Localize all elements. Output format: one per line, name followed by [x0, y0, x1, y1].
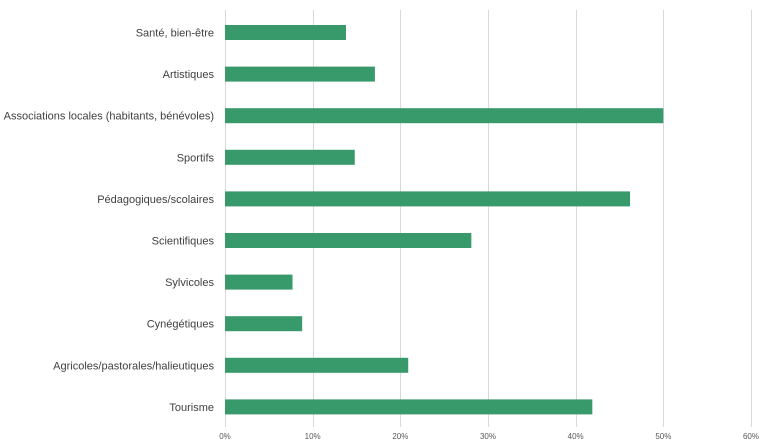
- category-label: Scientifiques: [152, 236, 215, 248]
- category-label: Sportifs: [177, 152, 215, 164]
- category-label: Santé, bien-être: [136, 28, 214, 40]
- x-tick-label: 40%: [568, 432, 584, 441]
- bar: [225, 108, 664, 124]
- category-label: Tourisme: [169, 402, 214, 414]
- category-label: Pédagogiques/scolaires: [97, 194, 214, 206]
- bars: [225, 25, 664, 415]
- x-tick-label: 20%: [392, 432, 408, 441]
- category-label: Cynégétiques: [147, 319, 215, 331]
- x-tick-label: 60%: [743, 432, 759, 441]
- x-axis-tick-labels: 0% 10% 20% 30% 40% 50% 60%: [219, 432, 759, 441]
- bar: [225, 233, 472, 248]
- category-label: Artistiques: [163, 69, 215, 81]
- category-label: Agricoles/pastorales/halieutiques: [53, 360, 214, 372]
- bar: [225, 274, 293, 290]
- bar: [225, 316, 303, 332]
- category-label: Associations locales (habitants, bénévol…: [4, 111, 214, 123]
- category-label: Sylvicoles: [165, 277, 214, 289]
- bar: [225, 191, 631, 207]
- x-tick-label: 30%: [480, 432, 496, 441]
- bar: [225, 66, 375, 82]
- bar: [225, 399, 593, 415]
- x-tick-label: 0%: [219, 432, 231, 441]
- bar: [225, 25, 346, 40]
- bar: [225, 357, 409, 373]
- bar: [225, 149, 355, 165]
- category-labels: Santé, bien-être Artistiques Associations …: [4, 28, 215, 414]
- x-tick-label: 50%: [655, 432, 671, 441]
- x-tick-label: 10%: [305, 432, 321, 441]
